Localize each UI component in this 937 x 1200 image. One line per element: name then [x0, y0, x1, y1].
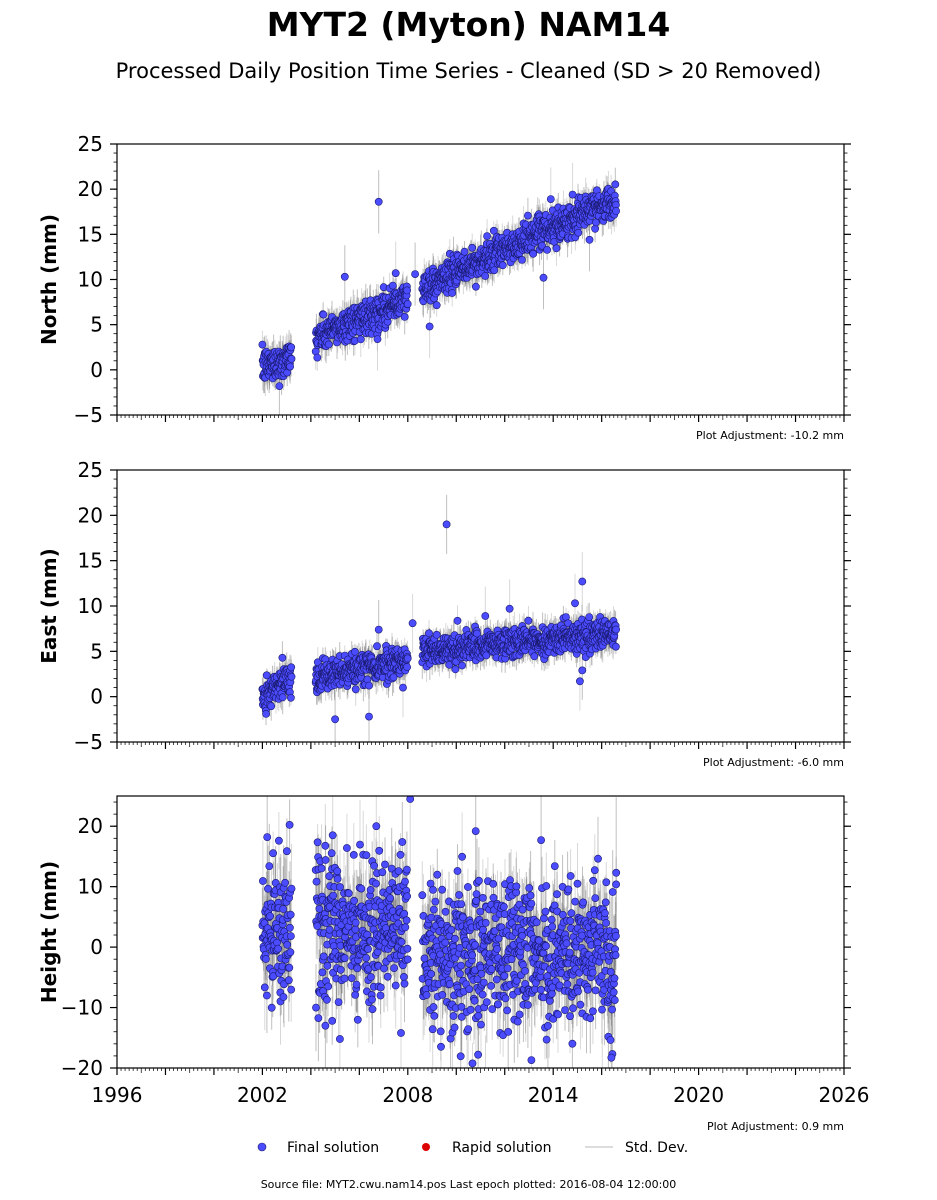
data-point	[482, 651, 491, 660]
data-point	[432, 630, 441, 639]
data-point	[612, 207, 620, 215]
data-point	[468, 243, 477, 252]
data-point	[460, 247, 469, 256]
data-point	[356, 335, 365, 344]
data-point	[529, 249, 538, 258]
y-axis-label-north: North (mm)	[37, 214, 61, 345]
data-point	[278, 653, 287, 662]
y-tick-label: 20	[78, 177, 103, 201]
data-point	[403, 286, 411, 295]
data-point	[524, 616, 533, 625]
data-point	[448, 289, 457, 297]
data-point	[350, 647, 359, 656]
data-point	[373, 642, 381, 651]
data-point	[524, 211, 532, 220]
y-tick-label: −5	[74, 403, 103, 427]
data-point	[340, 272, 349, 281]
panel-north: −5 0 5 10 15 20 25 North (mm) Plot Adjustment: -…	[37, 132, 851, 442]
data-point	[490, 266, 499, 275]
data-point	[591, 224, 599, 233]
data-point	[481, 272, 490, 280]
data-point	[498, 261, 507, 270]
data-point	[262, 710, 270, 718]
data-point	[552, 244, 561, 253]
data-point	[538, 241, 546, 250]
y-tick-label: 5	[90, 313, 103, 337]
data-point	[262, 671, 271, 680]
data-point	[403, 300, 412, 308]
data-point	[267, 702, 276, 711]
data-point	[518, 255, 526, 264]
data-point	[432, 301, 441, 310]
data-point	[388, 281, 397, 290]
data-point	[365, 681, 373, 690]
data-point	[411, 270, 419, 278]
data-point	[373, 335, 382, 343]
data-point	[324, 340, 333, 349]
data-point	[374, 197, 383, 206]
data-point	[585, 235, 594, 244]
data-point	[286, 362, 294, 371]
data-point	[287, 343, 296, 352]
plot-area-east	[258, 494, 620, 742]
panels: −5 0 5 10 15 20 25 North (mm) Plot Adjustment: -…	[37, 132, 869, 1133]
data-point	[530, 652, 539, 661]
data-point	[425, 629, 433, 638]
y-tick-label: 10	[78, 268, 103, 292]
data-point	[473, 629, 481, 638]
data-point	[425, 322, 434, 331]
data-point	[451, 665, 460, 674]
data-point	[568, 190, 577, 199]
data-point	[403, 654, 412, 663]
data-point	[391, 269, 400, 278]
data-point	[389, 673, 398, 682]
data-point	[287, 672, 296, 681]
data-point	[287, 354, 296, 363]
data-point	[275, 382, 284, 390]
data-point	[483, 232, 491, 240]
data-point	[585, 613, 594, 621]
data-point	[611, 180, 620, 189]
data-point	[351, 685, 360, 694]
data-point	[286, 693, 295, 702]
points-east	[258, 520, 620, 724]
plot-adjustment-north: Plot Adjustment: -10.2 mm	[696, 429, 844, 442]
data-point	[574, 228, 583, 237]
data-point	[453, 616, 462, 625]
chart-title: MYT2 (Myton) NAM14	[267, 5, 671, 44]
chart-subtitle: Processed Daily Position Time Series - C…	[116, 59, 822, 83]
y-tick-label: 25	[78, 132, 103, 156]
points-north	[258, 180, 620, 390]
data-point	[546, 195, 555, 203]
data-point	[403, 663, 411, 671]
data-point	[471, 282, 480, 291]
data-point	[400, 312, 409, 321]
data-point	[313, 353, 322, 362]
y-tick-label: 15	[78, 222, 103, 246]
data-point	[258, 340, 267, 349]
data-point	[458, 661, 466, 670]
data-point	[278, 693, 287, 702]
data-point	[319, 310, 328, 319]
plot-area-north	[258, 163, 620, 415]
data-point	[287, 663, 296, 672]
data-point	[489, 226, 498, 235]
y-tick-label: 0	[90, 358, 103, 382]
data-point	[539, 273, 548, 282]
data-point	[543, 245, 551, 254]
